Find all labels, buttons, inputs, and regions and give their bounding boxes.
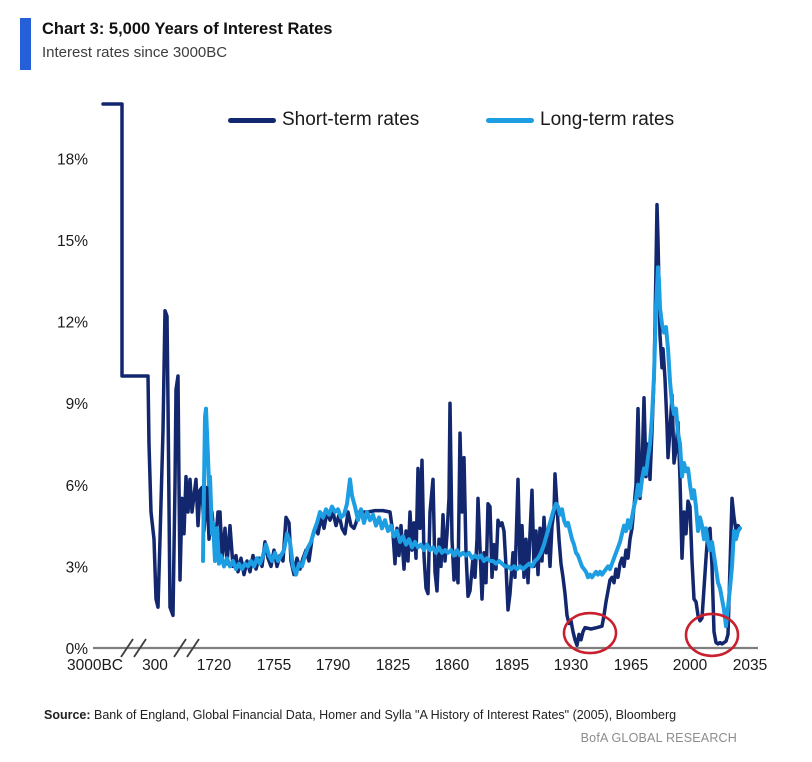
short-term-line-swatch <box>228 117 276 123</box>
svg-text:1860: 1860 <box>435 657 470 674</box>
svg-text:2000: 2000 <box>673 657 708 674</box>
svg-text:1825: 1825 <box>376 657 410 674</box>
legend-label-long-term: Long-term rates <box>540 109 675 130</box>
svg-text:1755: 1755 <box>257 657 291 674</box>
svg-text:6%: 6% <box>66 478 89 495</box>
svg-text:18%: 18% <box>57 151 88 168</box>
source-label: Source: <box>44 708 91 722</box>
svg-text:1965: 1965 <box>614 657 648 674</box>
svg-text:0%: 0% <box>66 641 89 658</box>
brand-line: BofA GLOBAL RESEARCH <box>580 731 737 745</box>
chart-svg: 0% 3% 6% 9% 12% 15% 18% 3000BC 300 1720 1755 1790 18… <box>57 102 767 674</box>
svg-text:1720: 1720 <box>197 657 232 674</box>
svg-text:300: 300 <box>142 657 168 674</box>
long-term-line-swatch <box>486 117 534 123</box>
legend-item-short-term: Short-term rates <box>228 106 419 134</box>
chart-title: Chart 3: 5,000 Years of Interest Rates <box>42 20 333 38</box>
legend-item-long-term: Long-term rates <box>486 106 674 134</box>
source-line: Source: Bank of England, Global Financia… <box>44 708 768 722</box>
legend-label-short-term: Short-term rates <box>282 109 420 130</box>
chart-area: 0% 3% 6% 9% 12% 15% 18% 3000BC 300 1720 1755 1790 18… <box>0 90 812 690</box>
svg-text:15%: 15% <box>57 233 88 250</box>
title-accent-bar <box>20 18 31 70</box>
svg-text:1895: 1895 <box>495 657 529 674</box>
svg-text:3000BC: 3000BC <box>67 657 123 674</box>
svg-text:12%: 12% <box>57 315 88 332</box>
source-text: Bank of England, Global Financial Data, … <box>90 708 677 722</box>
svg-text:2035: 2035 <box>733 657 767 674</box>
svg-text:3%: 3% <box>66 559 89 576</box>
svg-text:1930: 1930 <box>554 657 589 674</box>
svg-text:1790: 1790 <box>316 657 351 674</box>
chart-subtitle: Interest rates since 3000BC <box>42 44 228 61</box>
svg-text:9%: 9% <box>66 396 89 413</box>
